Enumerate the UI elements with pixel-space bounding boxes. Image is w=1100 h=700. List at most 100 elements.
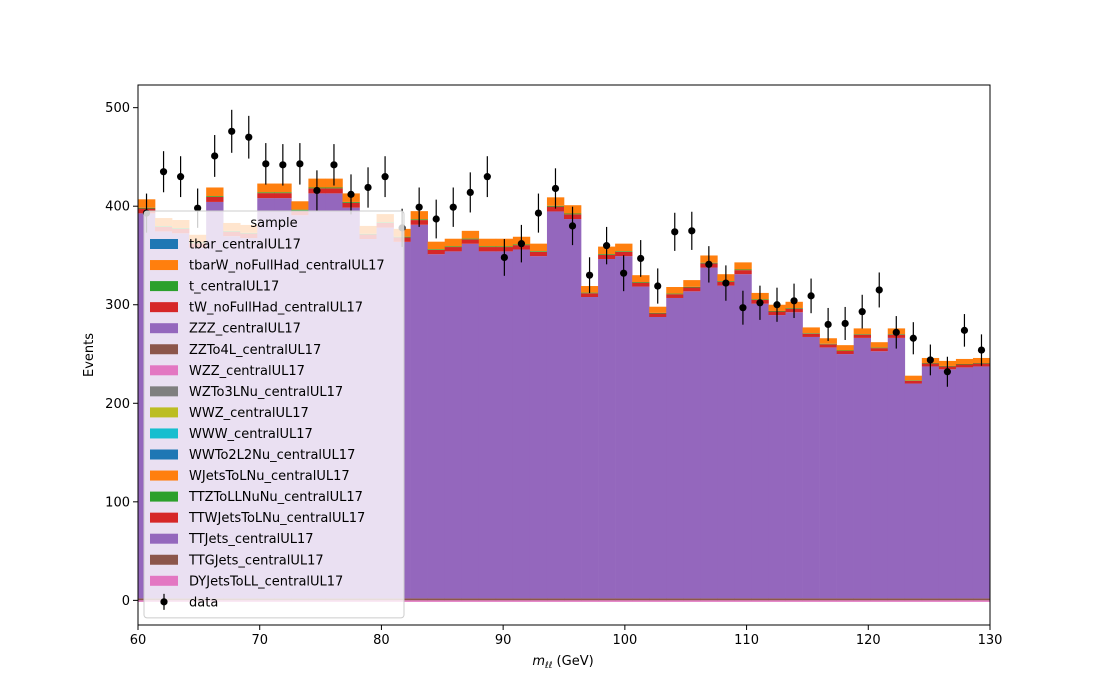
- legend-entry-2: t_centralUL17: [189, 280, 279, 295]
- legend-entry-16: DYJetsToLL_centralUL17: [189, 574, 343, 589]
- bar-ttzjets-30: [649, 312, 667, 314]
- bar-wjets-18: [444, 238, 463, 247]
- data-point-1: [159, 168, 168, 176]
- bar-ttwjets-43: [870, 348, 889, 352]
- bar-ttwjets-23: [529, 251, 548, 257]
- data-points: [142, 109, 986, 387]
- bar-ttjets-46: [921, 366, 940, 599]
- y-axis-label: Events: [82, 333, 97, 377]
- bar-ttjets-36: [751, 303, 769, 599]
- legend-swatch-3: [150, 302, 178, 313]
- bar-ttgjets-45: [904, 598, 923, 601]
- bar-ttwjets-40: [819, 344, 837, 348]
- bar-ttgjets-43: [870, 598, 889, 601]
- bar-ttjets-34: [717, 285, 735, 599]
- bar-ttzjets-11: [325, 187, 343, 189]
- bar-ttgjets-28: [615, 598, 633, 601]
- legend-entry-data: data: [189, 595, 218, 610]
- bar-wjets-30: [649, 306, 667, 313]
- x-tick-label-60: 60: [130, 633, 147, 648]
- legend-entry-7: WZTo3LNu_centralUL17: [189, 385, 343, 400]
- legend-entry-6: WZZ_centralUL17: [189, 364, 305, 379]
- bar-ttzjets-4: [206, 196, 224, 197]
- data-point-45: [909, 334, 917, 342]
- bar-ttjets-30: [649, 316, 667, 599]
- bar-ttgjets-23: [529, 598, 548, 601]
- legend-title: sample: [250, 216, 297, 231]
- x-tick-label-100: 100: [612, 633, 637, 648]
- y-axis-ticks: 0 100 200 300 400 500: [105, 101, 138, 609]
- bar-ttjets-39: [802, 336, 820, 599]
- bar-ttjets-16: [410, 224, 428, 599]
- bar-ttjets-42: [853, 337, 872, 599]
- data-point-12: [347, 190, 355, 198]
- data-point-24: [551, 184, 560, 193]
- bar-ttgjets-18: [444, 598, 463, 601]
- bar-ttzjets-7: [257, 192, 275, 194]
- x-tick-label-110: 110: [734, 633, 759, 648]
- data-point-4: [211, 152, 219, 160]
- legend-entry-8: WWZ_centralUL17: [189, 406, 309, 421]
- bar-ttjets-33: [700, 267, 718, 599]
- legend-swatch-1: [150, 260, 178, 271]
- bar-ttwjets-48: [955, 364, 974, 368]
- legend-swatch-11: [150, 470, 178, 481]
- bar-ttjets-27: [598, 258, 616, 599]
- bar-ttzjets-32: [683, 286, 701, 288]
- data-point-25: [568, 222, 577, 230]
- bar-wjets-41: [836, 345, 854, 351]
- bar-ttjets-21: [495, 251, 514, 599]
- bar-ttjets-18: [444, 251, 463, 599]
- bar-wjets-29: [632, 275, 650, 283]
- bar-ttgjets-42: [853, 598, 872, 601]
- bar-ttgjets-26: [581, 598, 599, 601]
- data-point-26: [585, 271, 594, 279]
- legend-swatch-10: [150, 449, 178, 460]
- bar-ttjets-17: [427, 254, 446, 599]
- bar-ttzjets-17: [427, 249, 446, 250]
- bar-ttwjets-29: [632, 282, 650, 287]
- x-axis-ticks: 60 70 80 90 100 110 120 130: [130, 625, 1002, 648]
- data-point-33: [705, 260, 713, 268]
- bar-ttgjets-17: [427, 598, 446, 601]
- legend-entry-12: TTZToLLNuNu_centralUL17: [188, 490, 363, 505]
- data-point-34: [722, 279, 730, 287]
- bar-ttjets-40: [819, 347, 837, 599]
- legend-entry-0: tbar_centralUL17: [189, 238, 301, 253]
- bar-ttgjets-19: [461, 598, 480, 601]
- bar-ttjets-26: [581, 297, 599, 599]
- bar-wjets-35: [734, 262, 752, 270]
- bar-ttzjets-19: [461, 238, 480, 240]
- bar-ttzjets-41: [836, 350, 854, 352]
- data-point-10: [313, 186, 321, 195]
- bar-ttzjets-8: [274, 192, 292, 194]
- bar-ttzjets-31: [666, 293, 684, 295]
- bar-ttgjets-24: [546, 598, 565, 601]
- data-point-43: [875, 286, 883, 294]
- x-tick-label-70: 70: [251, 633, 268, 648]
- legend-swatch-0: [150, 239, 178, 249]
- bar-ttjets-35: [734, 274, 752, 599]
- bar-ttjets-24: [546, 211, 565, 599]
- bar-ttgjets-47: [938, 598, 957, 601]
- data-point-16: [415, 203, 423, 211]
- data-point-32: [688, 227, 696, 235]
- bar-wjets-31: [666, 287, 684, 294]
- bar-ttwjets-11: [325, 188, 343, 194]
- data-point-27: [603, 242, 611, 250]
- bar-wjets-42: [853, 328, 872, 335]
- data-point-17: [432, 215, 440, 223]
- legend-entry-4: ZZZ_centralUL17: [189, 322, 301, 337]
- bar-wjets-9: [291, 201, 309, 210]
- legend-entry-5: ZZTo4L_centralUL17: [189, 343, 321, 358]
- data-point-42: [858, 308, 866, 316]
- bar-wjets-23: [529, 243, 548, 252]
- legend: sample tbar_centralUL17 tbarW_noFullHad_ce…: [143, 210, 405, 619]
- bar-ttwjets-39: [802, 333, 820, 337]
- bar-ttwjets-17: [427, 249, 446, 255]
- bar-ttgjets-48: [955, 598, 974, 601]
- bar-ttzjets-20: [478, 246, 497, 248]
- bar-wjets-48: [955, 358, 974, 365]
- data-point-41: [841, 319, 849, 328]
- data-point-48: [960, 326, 969, 334]
